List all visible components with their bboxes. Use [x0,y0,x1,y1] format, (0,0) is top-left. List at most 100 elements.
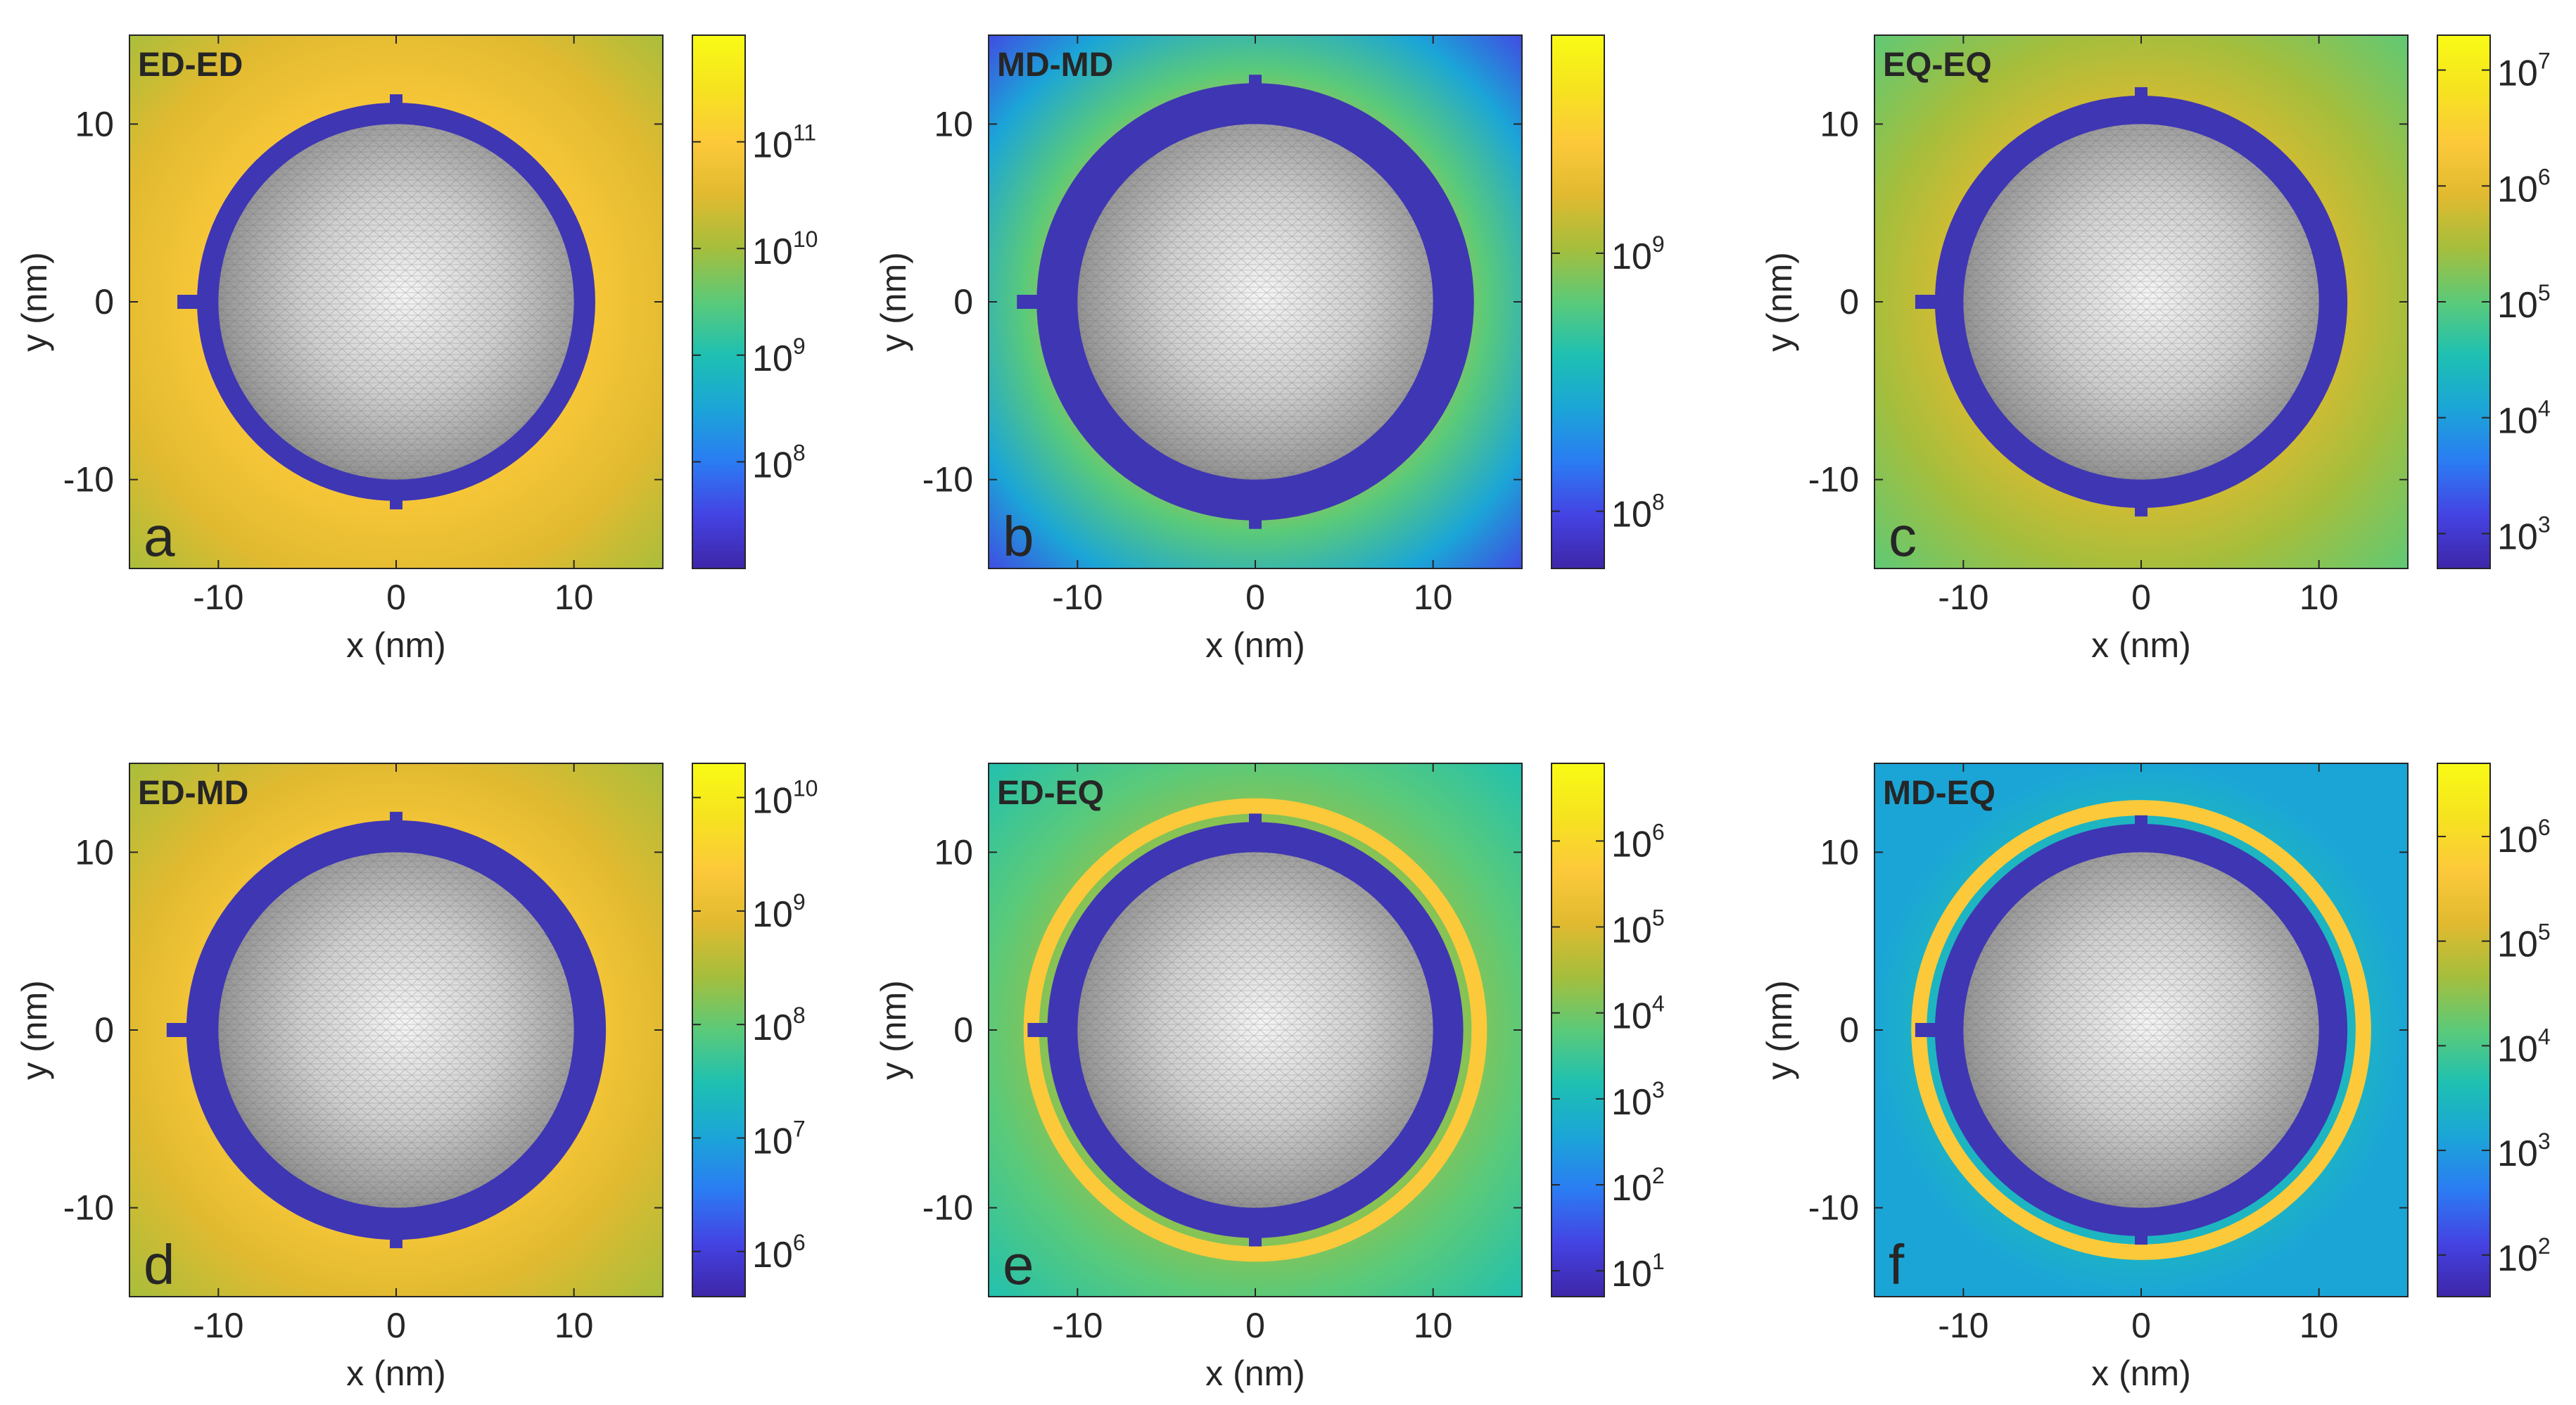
nanosphere-mesh [218,124,574,480]
colorbar [2437,763,2490,1297]
colorbar-tick-label: 109 [752,889,806,935]
colorbar-tick-label: 105 [2497,280,2551,326]
colorbar-frame [692,34,746,569]
y-tick-label: -10 [63,1188,114,1228]
panel-title: ED-ED [138,46,243,84]
x-axis-label: x (nm) [1205,1354,1305,1393]
colorbar-tick-label: 106 [2497,815,2551,860]
panel-title: ED-EQ [997,775,1104,812]
nanosphere-mesh [218,852,574,1208]
shell-notch-bottom [1249,1235,1262,1247]
shell-stub [166,1023,192,1037]
y-axis-label: y (nm) [874,980,913,1080]
x-tick-label: 10 [1414,578,1453,617]
x-tick-label: -10 [1052,1306,1103,1345]
panel-title: MD-EQ [1883,775,1996,812]
y-tick-label: -10 [63,460,114,500]
nanosphere-mesh [1963,124,2319,480]
nanosphere-mesh [1963,852,2319,1208]
shell-notch-top [1249,813,1262,825]
x-axis-label: x (nm) [1205,625,1305,665]
colorbar [1552,35,1604,568]
y-tick-label: 10 [1820,832,1859,872]
x-axis-label: x (nm) [346,625,446,665]
shell-notch-top [2135,87,2147,98]
x-tick-label: -10 [1938,1306,1988,1345]
x-tick-label: 0 [386,1306,406,1345]
x-tick-label: 0 [386,578,406,617]
colorbar-tick-label: 101 [1611,1249,1665,1295]
colorbar-tick-label: 106 [752,1230,806,1276]
x-tick-label: 10 [2299,1306,2339,1345]
nanosphere-mesh [1077,852,1433,1208]
y-tick-label: 0 [94,282,114,322]
colorbar-tick-label: 108 [752,1003,806,1048]
colorbar-tick-label: 109 [752,333,806,379]
y-axis-label: y (nm) [15,980,54,1080]
x-tick-label: 0 [1245,1306,1265,1345]
colorbar [2437,35,2490,568]
x-axis-label: x (nm) [2091,625,2191,665]
y-axis-label: y (nm) [874,252,913,352]
shell-notch-bottom [390,1237,402,1249]
colorbar-tick-label: 104 [2497,396,2551,442]
y-tick-label: -10 [922,1188,973,1228]
y-tick-label: 10 [934,104,973,144]
colorbar-tick-label: 109 [1611,231,1665,277]
panel-letter: f [1889,1233,1905,1296]
colorbar-tick-label: 106 [2497,164,2551,210]
y-tick-label: 0 [953,282,973,322]
colorbar-frame [2437,763,2491,1297]
x-axis-label: x (nm) [2091,1354,2191,1393]
colorbar-tick-label: 104 [2497,1024,2551,1069]
panel-title: EQ-EQ [1883,46,1992,84]
y-tick-label: 10 [934,832,973,872]
colorbar-tick-label: 102 [1611,1163,1665,1209]
x-tick-label: -10 [193,578,243,617]
x-tick-label: 10 [554,1306,594,1345]
colorbar [692,35,745,568]
colorbar-frame [1551,763,1605,1297]
y-tick-label: 10 [75,104,114,144]
y-tick-label: 0 [953,1010,973,1050]
colorbar-tick-label: 104 [1611,991,1665,1037]
panel-letter: b [1003,505,1034,568]
shell-stub [1017,295,1043,309]
y-axis-label: y (nm) [15,252,54,352]
x-tick-label: -10 [1938,578,1988,617]
y-tick-label: 0 [1839,282,1859,322]
colorbar-tick-label: 102 [2497,1233,2551,1279]
shell-stub [1915,1023,1941,1037]
shell-stub [1915,295,1941,309]
nanosphere-mesh [1077,124,1433,480]
colorbar-tick-label: 103 [2497,1129,2551,1174]
panel-letter: e [1003,1233,1034,1296]
shell-notch-bottom [2135,1233,2147,1245]
shell-notch-top [390,94,402,106]
colorbar-tick-label: 106 [1611,819,1665,865]
colorbar-tick-label: 103 [1611,1077,1665,1123]
panel-letter: a [144,505,175,568]
y-tick-label: 10 [75,832,114,872]
shell-notch-bottom [390,497,402,509]
colorbar [1552,763,1604,1297]
shell-stub [1027,1023,1053,1037]
shell-notch-top [390,811,402,823]
y-tick-label: -10 [1808,1188,1859,1228]
y-axis-label: y (nm) [1760,980,1799,1080]
shell-notch-bottom [2135,505,2147,517]
x-tick-label: 0 [2131,1306,2151,1345]
colorbar-tick-label: 108 [752,440,806,485]
panel-letter: d [144,1233,175,1296]
shell-notch-top [2135,815,2147,827]
panel-title: ED-MD [138,775,248,812]
x-tick-label: 10 [2299,578,2339,617]
y-tick-label: -10 [922,460,973,500]
colorbar-tick-label: 107 [2497,49,2551,94]
panel-title: MD-MD [997,46,1113,84]
x-tick-label: 10 [554,578,594,617]
y-axis-label: y (nm) [1760,252,1799,352]
colorbar [692,763,745,1297]
y-tick-label: -10 [1808,460,1859,500]
